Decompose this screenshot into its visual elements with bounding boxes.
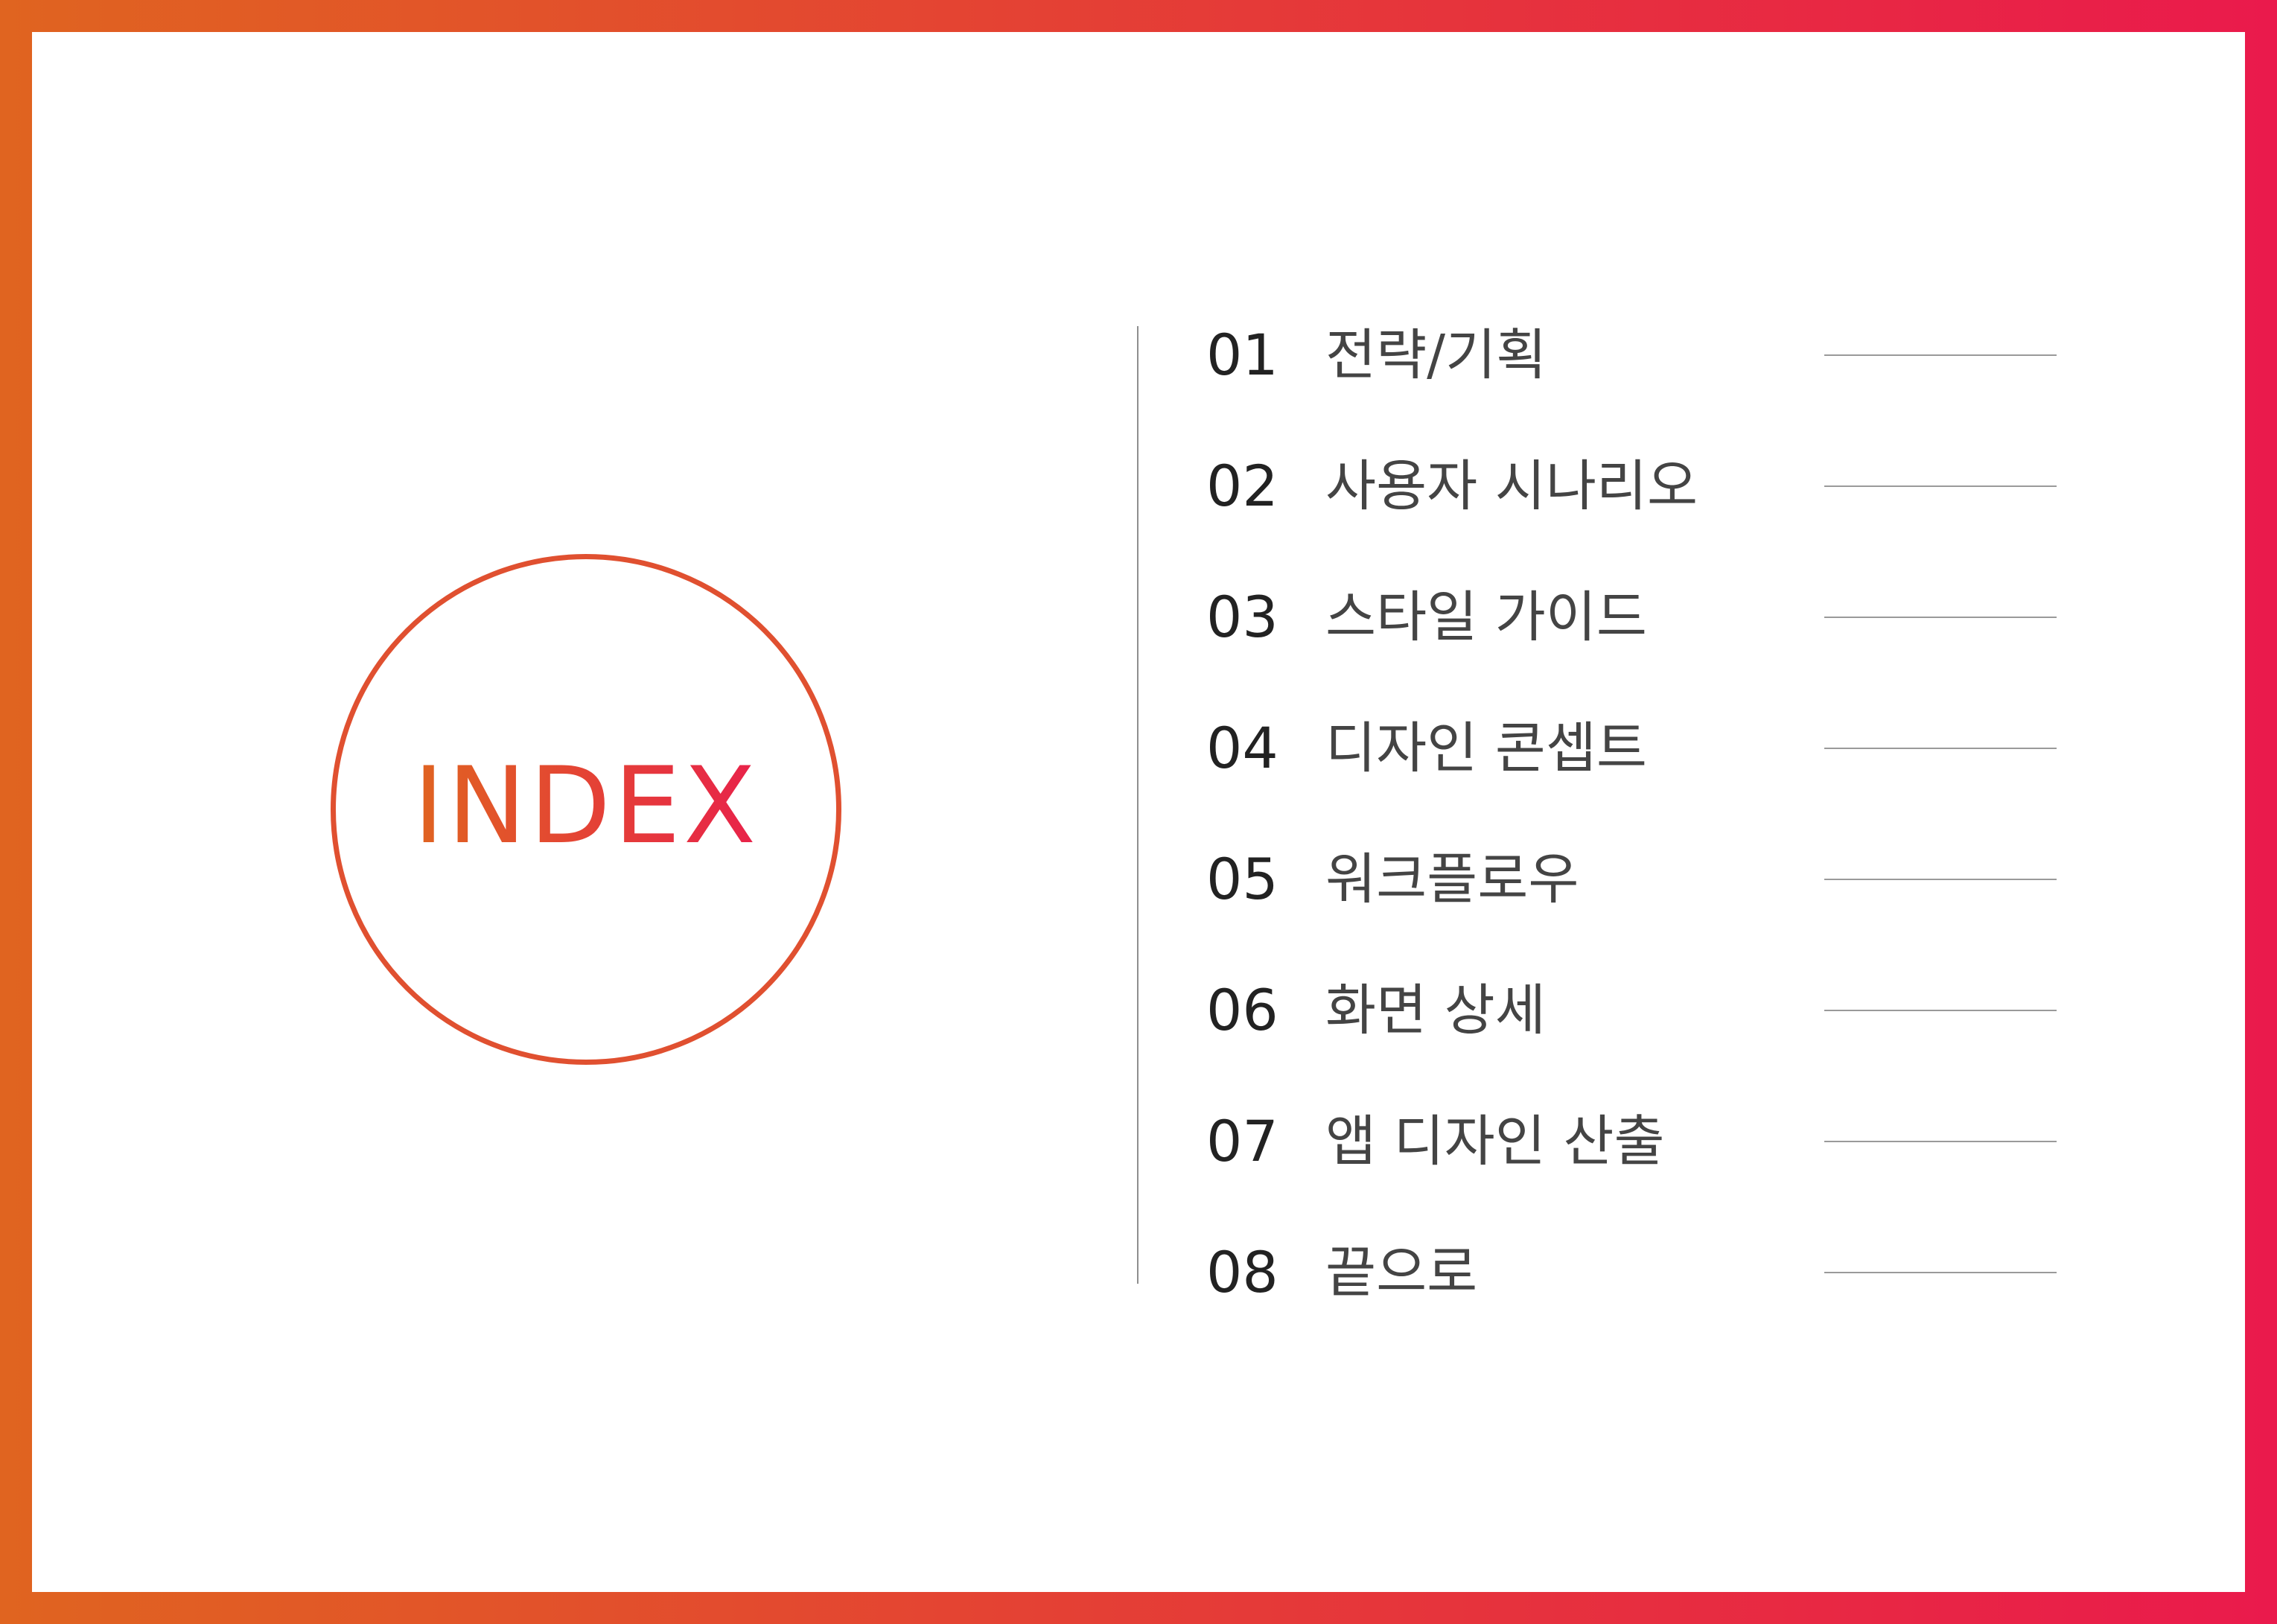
index-item-rule: [1824, 1141, 2057, 1142]
index-item-label: 앱 디자인 산출: [1325, 1109, 1665, 1174]
index-item-number: 01: [1206, 322, 1278, 388]
index-item-rule: [1824, 748, 2057, 749]
index-item-number: 03: [1206, 584, 1278, 650]
index-item-label: 사용자 시나리오: [1325, 454, 1698, 518]
index-item-01[interactable]: 01 전략/기획: [1206, 314, 2057, 396]
index-item-rule: [1824, 485, 2057, 487]
index-item-07[interactable]: 07 앱 디자인 산출: [1206, 1101, 2057, 1182]
index-item-label: 화면 상세: [1325, 978, 1546, 1042]
index-item-number: 05: [1206, 846, 1278, 912]
index-item-06[interactable]: 06 화면 상세: [1206, 969, 2057, 1051]
index-item-number: 06: [1206, 977, 1278, 1043]
index-item-05[interactable]: 05 워크플로우: [1206, 838, 2057, 920]
index-item-rule: [1824, 1010, 2057, 1011]
index-item-08[interactable]: 08 끝으로: [1206, 1232, 2057, 1313]
index-item-02[interactable]: 02 사용자 시나리오: [1206, 445, 2057, 527]
index-circle: INDEX: [331, 554, 841, 1065]
index-item-rule: [1824, 617, 2057, 618]
index-item-rule: [1824, 354, 2057, 356]
index-item-03[interactable]: 03 스타일 가이드: [1206, 576, 2057, 658]
index-item-number: 02: [1206, 453, 1278, 519]
index-item-label: 스타일 가이드: [1325, 585, 1648, 649]
index-item-number: 04: [1206, 715, 1278, 781]
index-item-rule: [1824, 879, 2057, 880]
index-item-label: 디자인 콘셉트: [1325, 716, 1648, 780]
index-item-label: 워크플로우: [1325, 847, 1579, 911]
vertical-divider: [1137, 326, 1138, 1284]
index-item-rule: [1824, 1272, 2057, 1273]
index-item-04[interactable]: 04 디자인 콘셉트: [1206, 707, 2057, 789]
index-item-label: 전략/기획: [1325, 323, 1547, 387]
index-item-label: 끝으로: [1325, 1241, 1478, 1305]
index-item-number: 08: [1206, 1239, 1278, 1305]
index-item-number: 07: [1206, 1108, 1278, 1174]
index-title: INDEX: [413, 745, 759, 867]
